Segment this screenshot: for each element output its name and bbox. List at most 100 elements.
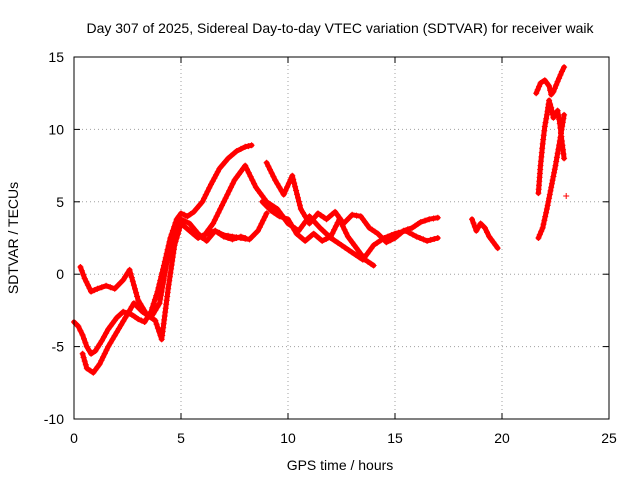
data-point — [484, 229, 490, 236]
data-point — [265, 204, 271, 211]
data-point — [556, 138, 563, 144]
x-tick-label: 0 — [70, 430, 78, 446]
data-point — [547, 101, 554, 108]
data-point — [561, 111, 568, 118]
data-point — [352, 251, 359, 258]
data-point — [246, 236, 253, 243]
data-point — [258, 220, 265, 227]
data-point — [554, 150, 561, 157]
data-point — [163, 259, 170, 266]
data-point — [135, 316, 142, 323]
data-point — [150, 311, 157, 317]
data-point — [126, 307, 133, 314]
data-point — [78, 267, 85, 274]
data-point — [120, 308, 127, 315]
data-point — [166, 273, 173, 280]
data-point — [152, 317, 159, 324]
data-point — [174, 223, 181, 230]
data-point — [306, 220, 313, 227]
data-point — [122, 314, 129, 321]
data-point — [211, 216, 218, 223]
data-point — [417, 219, 424, 226]
data-point — [542, 119, 549, 126]
data-point — [159, 284, 166, 291]
data-point — [312, 213, 319, 220]
data-point — [542, 213, 549, 220]
plot-frame — [73, 56, 610, 420]
data-point — [124, 311, 131, 317]
data-point — [87, 367, 94, 374]
data-point — [114, 282, 121, 289]
data-point — [86, 285, 93, 292]
data-point — [548, 108, 555, 115]
data-point — [103, 282, 110, 289]
data-point — [537, 80, 544, 87]
y-tick-label: 15 — [48, 49, 64, 65]
data-point — [293, 187, 300, 194]
data-point — [297, 206, 304, 212]
data-point — [148, 314, 154, 321]
data-point — [544, 202, 551, 209]
data-point — [370, 242, 377, 249]
data-point — [222, 158, 229, 165]
data-point — [280, 214, 287, 221]
data-point — [470, 220, 477, 226]
data-point — [237, 233, 244, 240]
data-point — [292, 183, 299, 190]
y-tick-label: 10 — [48, 121, 64, 137]
data-point — [343, 217, 350, 224]
data-point — [302, 213, 309, 220]
x-tick-label: 5 — [177, 430, 185, 446]
data-point — [543, 111, 550, 118]
data-point — [201, 195, 208, 202]
data-point — [178, 216, 184, 223]
data-point — [285, 216, 291, 223]
data-point — [83, 278, 90, 285]
data-point — [210, 220, 217, 227]
data-point — [169, 254, 176, 261]
data-point — [225, 235, 232, 241]
data-point — [182, 218, 189, 225]
data-point — [342, 244, 349, 251]
data-point — [329, 230, 336, 237]
data-point — [184, 213, 191, 220]
data-point — [206, 184, 213, 191]
data-point — [167, 243, 174, 250]
data-point — [113, 314, 120, 321]
data-point — [168, 265, 175, 272]
data-point — [249, 233, 256, 240]
data-point — [219, 202, 225, 209]
data-point — [227, 184, 234, 191]
data-point — [233, 235, 240, 241]
data-point — [267, 166, 273, 173]
data-point — [79, 350, 86, 357]
data-point — [167, 269, 174, 276]
data-point — [242, 162, 249, 169]
data-point — [554, 78, 561, 85]
data-point — [213, 213, 220, 220]
data-point — [84, 282, 91, 289]
data-point — [101, 333, 107, 340]
data-point — [247, 173, 254, 180]
data-point — [81, 275, 88, 282]
data-point — [82, 339, 89, 346]
data-point — [96, 341, 103, 348]
data-point — [558, 68, 565, 75]
data-point — [561, 64, 568, 71]
data-point — [129, 278, 136, 285]
data-point — [242, 235, 249, 241]
data-point — [334, 239, 341, 246]
data-point — [563, 193, 570, 199]
data-point — [208, 181, 214, 188]
data-point — [291, 227, 298, 233]
data-point — [314, 222, 321, 228]
data-point — [120, 318, 127, 325]
data-point — [229, 180, 236, 187]
data-point — [136, 306, 143, 312]
data-point — [214, 168, 221, 175]
data-point — [94, 285, 101, 292]
data-point — [494, 245, 501, 252]
data-point — [332, 223, 339, 230]
data-point — [538, 228, 545, 235]
data-point — [353, 212, 360, 219]
